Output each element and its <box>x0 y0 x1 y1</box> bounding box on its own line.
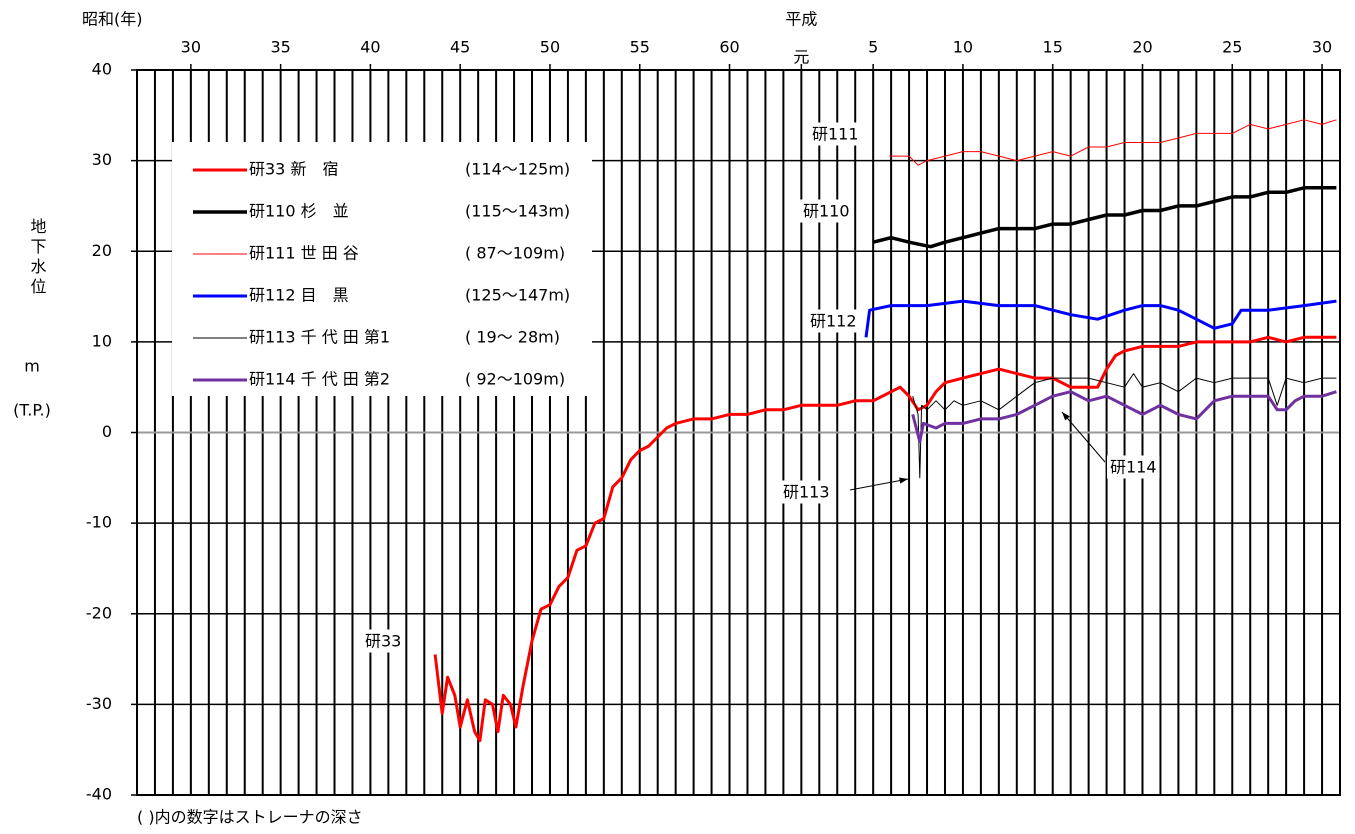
y-axis-label: 地下水位 <box>28 218 47 298</box>
y-tick-label: 30 <box>92 150 112 169</box>
legend-label: 研33 新 宿 <box>249 160 338 179</box>
plot-border <box>136 69 1341 796</box>
annotation-bg <box>1107 455 1160 479</box>
x-era-label: 平成 <box>785 10 817 29</box>
annotation-bg <box>362 629 405 653</box>
annotation: 研114 <box>1110 458 1157 477</box>
legend-depth: (115～143m) <box>465 202 570 221</box>
series-line <box>889 119 1337 166</box>
legend-label: 研114 千 代 田 第2 <box>249 370 390 389</box>
annotation: 研33 <box>365 632 401 651</box>
x-tick-label: 元 <box>793 48 809 67</box>
series-line <box>872 186 1337 249</box>
x-tick-label: 60 <box>719 38 739 57</box>
legend-box <box>172 142 592 396</box>
x-tick-label: 30 <box>1312 38 1332 57</box>
legend-depth: (125～147m) <box>465 286 570 305</box>
series-line <box>864 299 1337 338</box>
y-axis-unit: m <box>24 357 40 376</box>
x-tick-label: 10 <box>953 38 973 57</box>
legend-depth: ( 87～109m) <box>465 244 565 263</box>
annotation: 研111 <box>812 125 859 144</box>
legend-depth: ( 19～ 28m) <box>465 328 560 347</box>
annotation-bg <box>800 199 853 223</box>
legend-depth: (114～125m) <box>465 160 570 179</box>
legend-label: 研112 目 黒 <box>249 286 349 305</box>
y-tick-label: -40 <box>86 785 112 804</box>
x-era-label: 昭和(年) <box>82 10 143 29</box>
y-axis-datum: (T.P.) <box>13 401 51 420</box>
y-tick-label: 40 <box>92 60 112 79</box>
x-tick-label: 30 <box>181 38 201 57</box>
y-tick-label: 10 <box>92 331 112 350</box>
x-tick-label: 5 <box>868 38 878 57</box>
annotation: 研113 <box>783 483 830 502</box>
annotation-arrowhead <box>1062 412 1070 421</box>
x-tick-label: 15 <box>1043 38 1063 57</box>
legend-label: 研110 杉 並 <box>249 202 349 221</box>
y-tick-label: -20 <box>86 603 112 622</box>
x-tick-label: 50 <box>540 38 560 57</box>
annotation: 研110 <box>803 202 850 221</box>
series-line <box>911 390 1337 444</box>
footnote: ( )内の数字はストレーナの深さ <box>137 808 363 827</box>
annotation: 研112 <box>810 312 857 331</box>
x-tick-label: 25 <box>1222 38 1242 57</box>
y-tick-label: 20 <box>92 241 112 260</box>
annotation-bg <box>809 122 862 146</box>
y-tick-label: -10 <box>86 513 112 532</box>
annotation-arrow <box>849 478 909 491</box>
legend-label: 研113 千 代 田 第1 <box>249 328 390 347</box>
y-tick-label: -30 <box>86 694 112 713</box>
legend-label: 研111 世 田 谷 <box>249 244 359 263</box>
legend-depth: ( 92～109m) <box>465 370 565 389</box>
x-tick-label: 45 <box>450 38 470 57</box>
x-tick-label: 55 <box>630 38 650 57</box>
annotation-bg <box>780 480 833 504</box>
annotation-arrowhead <box>899 477 908 484</box>
annotation-bg <box>807 309 860 333</box>
x-tick-label: 20 <box>1132 38 1152 57</box>
y-tick-label: 0 <box>102 422 112 441</box>
annotation-arrow <box>1061 411 1106 463</box>
x-tick-label: 40 <box>360 38 380 57</box>
x-tick-label: 35 <box>270 38 290 57</box>
series-line <box>433 335 1337 743</box>
series-line <box>912 373 1337 479</box>
